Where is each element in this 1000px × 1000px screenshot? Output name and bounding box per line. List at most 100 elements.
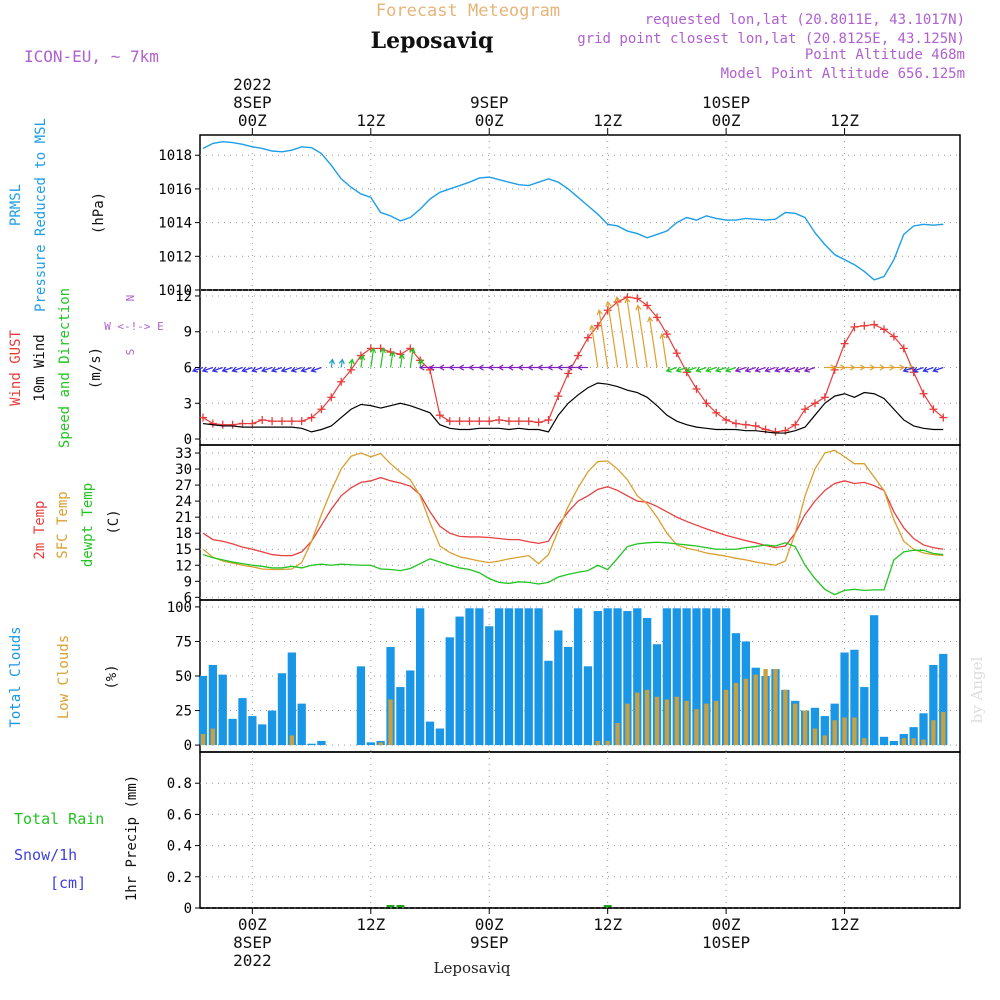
gust-point [327, 393, 336, 402]
precip-unit-label: 1hr Precip (mm) [124, 775, 140, 901]
wind-arrow [793, 366, 806, 373]
wind-arrow-head [754, 366, 761, 373]
wind-arrow-head [557, 364, 563, 371]
wind-arrow-shaft [242, 366, 253, 372]
wind-arrow [328, 358, 335, 368]
wind-arrow-head [596, 309, 603, 316]
total-cloud-bar [643, 617, 652, 746]
total-cloud-bar [366, 742, 375, 746]
bottom-time-label: 12Z [356, 915, 385, 934]
dewpt-label: dewpt Temp [80, 483, 96, 567]
wind-arrow-shaft [291, 366, 302, 372]
watermark: by Angel [968, 656, 986, 723]
footer-location: Leposaviq [434, 959, 511, 977]
wind-arrow-head [605, 300, 612, 307]
temperature-frame [199, 444, 961, 601]
total-clouds-label: Total Clouds [8, 626, 24, 727]
wind-arrow [251, 366, 263, 373]
low-cloud-bar [852, 717, 857, 746]
wind-arrow [614, 296, 629, 368]
low-cloud-bar [615, 722, 620, 746]
total-cloud-bar [475, 608, 484, 746]
wind-arrow [428, 364, 440, 371]
total-cloud-bar [850, 649, 859, 746]
wind-arrow [338, 358, 345, 368]
wind-arrow [932, 366, 944, 373]
wind-arrow [260, 366, 273, 373]
wind-arrow [448, 364, 460, 371]
total-cloud-bar [455, 616, 464, 746]
total-cloud-bar [396, 687, 405, 746]
model-label: ICON-EU, ~ 7km [24, 47, 159, 66]
wind-arrow-head [428, 364, 435, 371]
wind-arrow [398, 353, 405, 368]
top-time-label: 12Z [356, 111, 385, 130]
wind-arrow [487, 364, 500, 371]
precip-ytick-label: 0.8 [167, 776, 192, 792]
wind-arrow-shaft [281, 366, 293, 372]
gust-point [929, 405, 938, 414]
c-unit-label: (C) [106, 509, 122, 534]
gust-point [633, 294, 642, 303]
wind-arrow-head [715, 366, 722, 373]
wind-arrow-head [211, 366, 218, 373]
wind-arrow [389, 350, 396, 368]
wind-arrow-head [685, 366, 692, 373]
wind-arrow [191, 366, 204, 373]
wind-arrow [379, 347, 386, 368]
wind-arrow [507, 364, 519, 371]
wind-arrow [310, 366, 322, 373]
gust-point [820, 393, 829, 402]
wind-arrow-head [902, 366, 909, 373]
line-series [199, 141, 948, 596]
low-cloud-bar [625, 703, 630, 746]
wind-arrow-shaft [686, 366, 697, 372]
wind-arrow-shaft [301, 366, 312, 372]
wind-arrow [744, 366, 756, 373]
total-cloud-bar [870, 615, 879, 746]
requested-coords: requested lon,lat (20.8011E, 43.1017N) [645, 12, 965, 28]
wind-arrow [370, 347, 377, 368]
wind-arrow-head [932, 366, 939, 373]
wind-arrow-shaft [725, 366, 737, 372]
low-cloud-bar [595, 740, 600, 746]
wind-arrow-shaft [370, 348, 375, 368]
top-time-label: 2022 [233, 75, 272, 94]
wind-arrow-shaft [389, 351, 394, 368]
wind-arrow-shaft [765, 366, 776, 372]
wind-arrow-shaft [360, 355, 364, 368]
gust-point [218, 420, 227, 429]
compass-s-label: S [124, 349, 137, 356]
wind-arrow-head [201, 366, 208, 373]
low-cloud-bar [733, 682, 739, 746]
bottom-time-label: 12Z [830, 915, 859, 934]
total-cloud-bar [534, 608, 543, 746]
top-time-label: 00Z [475, 111, 504, 130]
total-rain-label: Total Rain [14, 810, 104, 828]
top-time-label: 10SEP [702, 93, 750, 112]
low-clouds-label: Low Clouds [56, 635, 72, 719]
total-cloud-bar [356, 666, 366, 746]
total-cloud-bar [929, 664, 938, 746]
gust-point [317, 405, 326, 414]
wind-labels: Wind GUST 10m Wind Speed and Direction (… [8, 288, 164, 448]
low-cloud-bar [289, 735, 295, 746]
gust-point [662, 330, 671, 339]
wind-arrow-head [576, 364, 583, 371]
wind-arrow-shaft [661, 334, 668, 368]
cloud-labels: Total Clouds Low Clouds (%) [8, 626, 120, 727]
wind-arrow-shaft [626, 298, 638, 368]
top-time-label: 8SEP [233, 93, 272, 112]
wind-arrow [211, 366, 223, 373]
gust-point [899, 344, 908, 353]
wind-arrow [705, 366, 717, 373]
wind-arrow [576, 364, 588, 371]
prmsl-label: PRMSL [8, 184, 24, 226]
low-cloud-bar [783, 689, 788, 746]
gust-point [495, 415, 504, 424]
gust-point [801, 405, 810, 414]
top-time-label: 9SEP [470, 93, 509, 112]
total-cloud-bar [573, 608, 583, 746]
wind-arrow [724, 366, 737, 373]
gust-point [889, 332, 898, 341]
